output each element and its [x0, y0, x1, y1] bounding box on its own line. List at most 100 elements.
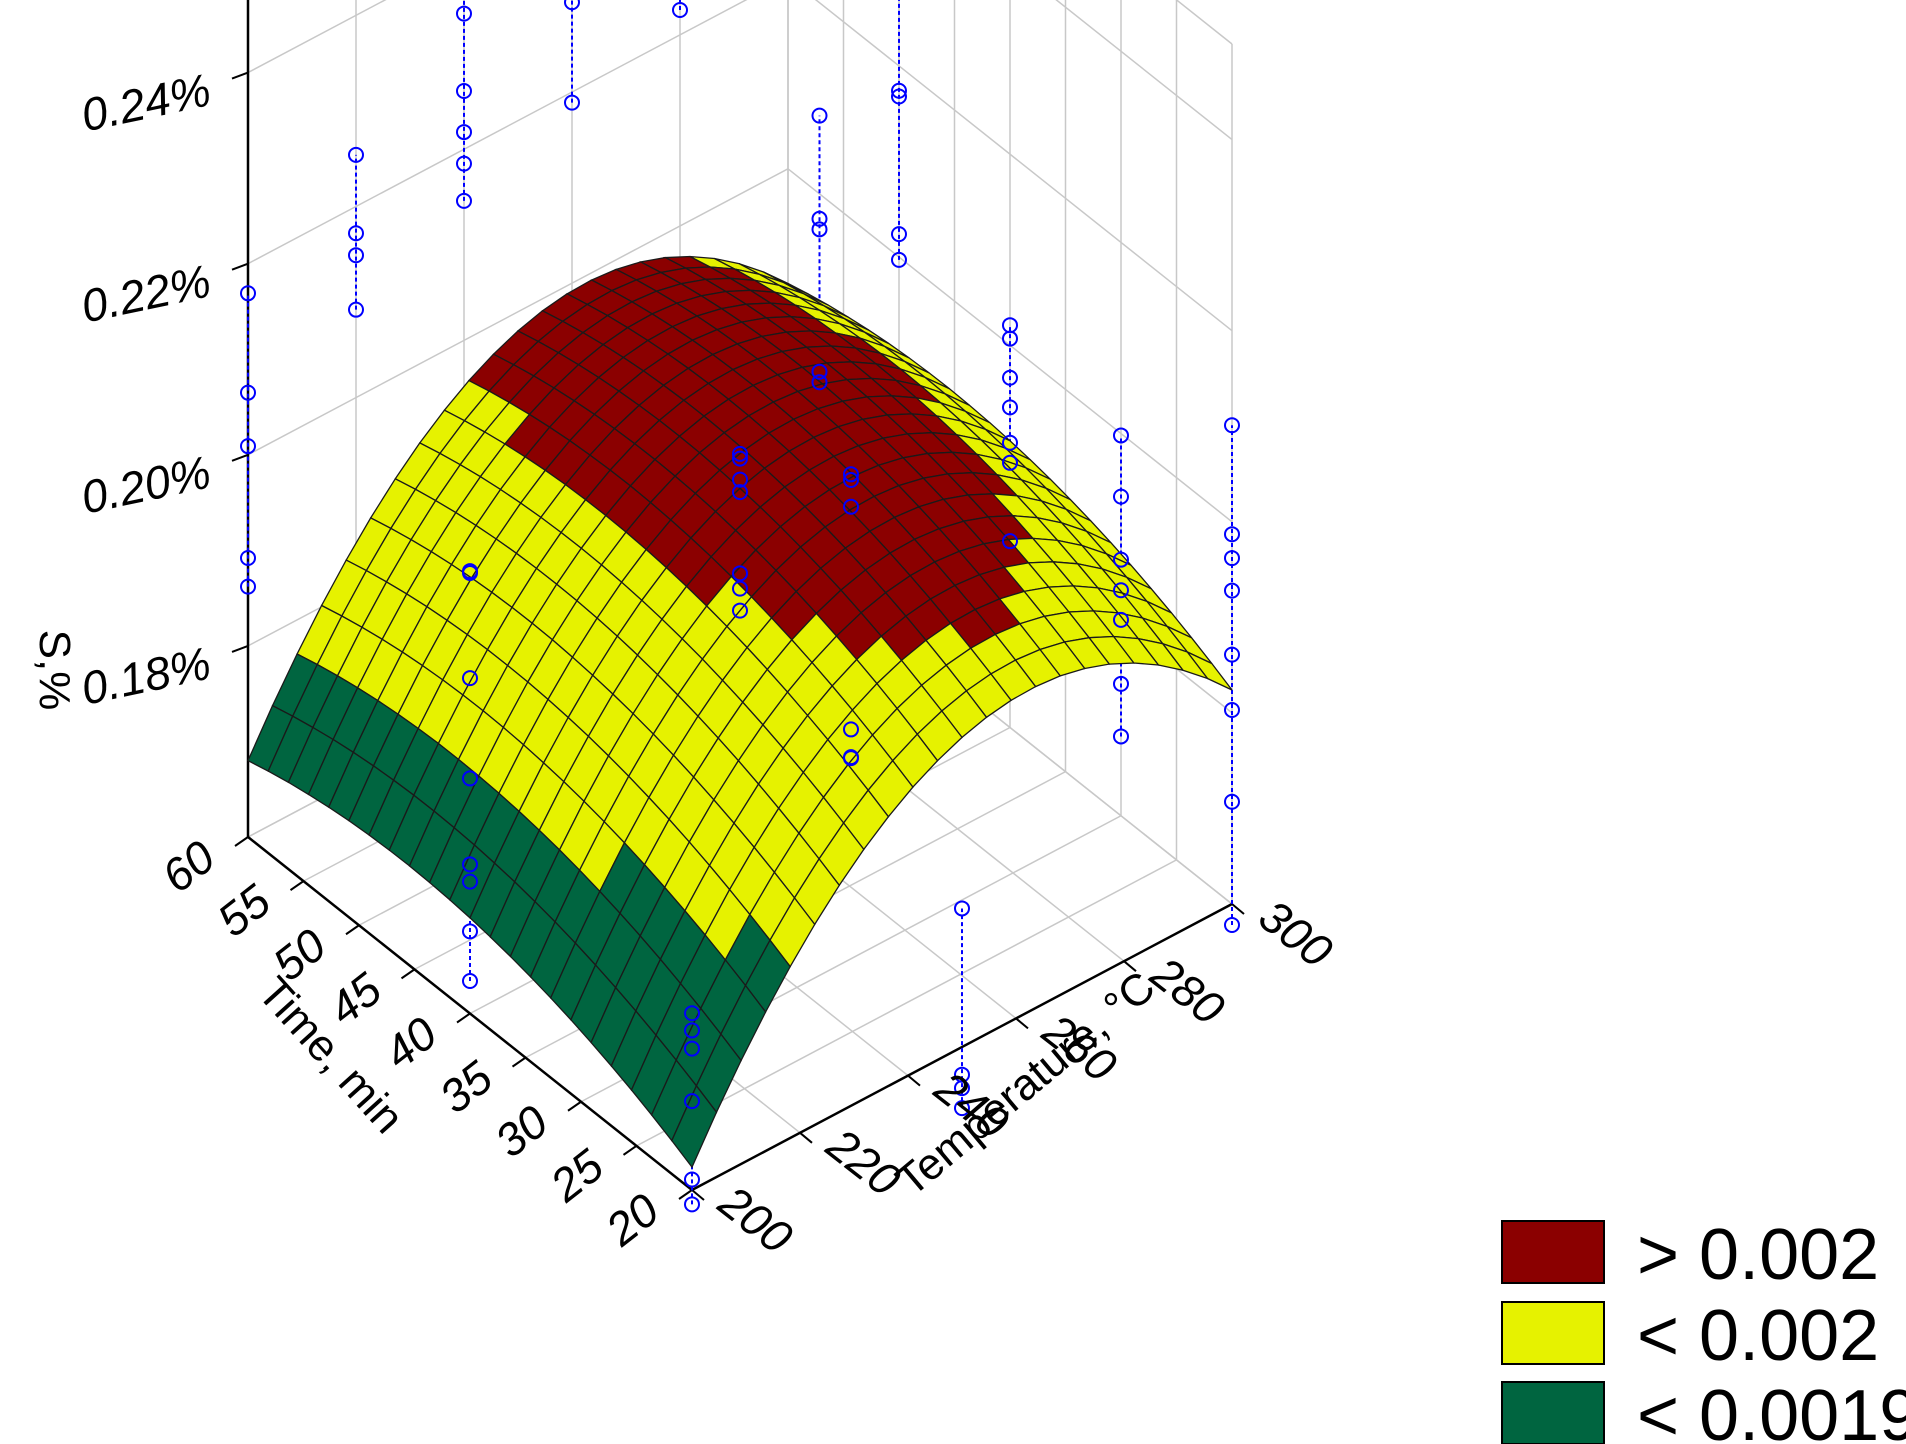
observed-point [684, 1022, 700, 1039]
observed-points [240, 0, 1240, 1213]
observed-point [684, 1196, 700, 1213]
observed-point [1224, 646, 1240, 663]
observed-point [462, 973, 478, 990]
observed-point [843, 498, 859, 515]
observed-point [1113, 728, 1129, 745]
observed-point [811, 210, 828, 227]
observed-point [1224, 582, 1240, 599]
observed-point [891, 82, 907, 99]
observed-point [684, 1171, 700, 1188]
observed-point [732, 580, 748, 597]
response-surface [247, 255, 1233, 1169]
observed-point [456, 82, 472, 99]
y-tick-label: 40 [374, 1006, 447, 1079]
observed-point [672, 2, 688, 19]
observed-point [1002, 317, 1018, 334]
y-tick-label: 25 [540, 1139, 613, 1212]
observed-point [240, 285, 256, 302]
observed-point [843, 466, 859, 483]
observed-point [1224, 526, 1240, 543]
observed-point [1113, 488, 1129, 505]
observed-point [240, 549, 256, 566]
observed-point [1224, 417, 1240, 434]
observed-point [811, 107, 828, 124]
observed-point [891, 88, 907, 105]
y-tick-label: 60 [152, 830, 225, 903]
observed-point [1113, 675, 1129, 692]
observed-point [1224, 550, 1240, 567]
observed-point [240, 578, 256, 595]
x-tick-label: 200 [709, 1175, 803, 1264]
observed-point [240, 438, 256, 455]
y-tick-label: 55 [207, 874, 280, 947]
observed-point [954, 1066, 970, 1083]
observed-point [348, 301, 364, 318]
axis-lines [231, 0, 1245, 1201]
observed-point [954, 1100, 970, 1117]
observed-point [811, 221, 828, 238]
observed-point [456, 124, 472, 141]
observed-point [732, 445, 748, 462]
observed-point [462, 563, 478, 580]
observed-point [240, 384, 256, 401]
observed-point [1002, 434, 1018, 451]
observed-point [1224, 917, 1240, 934]
observed-point [1113, 611, 1129, 628]
observed-point [732, 602, 748, 619]
observed-point [348, 146, 364, 163]
legend-label-mid: < 0.002 [1637, 1296, 1879, 1376]
observed-point [1224, 702, 1240, 719]
observed-point [843, 472, 859, 489]
observed-point [1002, 369, 1018, 386]
observed-point [462, 856, 478, 873]
z-axis-title: S,% [30, 630, 79, 711]
legend-label-low: < 0.0019 [1637, 1376, 1906, 1444]
y-tick-label: 20 [595, 1183, 668, 1256]
observed-point [1224, 793, 1240, 810]
observed-point [456, 192, 472, 209]
x-axis-title: Temperature, °C [887, 962, 1164, 1206]
legend-swatch-high [1501, 1220, 1605, 1284]
legend: > 0.002 < 0.002 < 0.0019 [1501, 1215, 1906, 1444]
observed-point [1002, 533, 1018, 550]
y-tick-label: 30 [485, 1095, 558, 1168]
observed-point [811, 363, 828, 380]
observed-point [732, 484, 748, 501]
observed-point [684, 1093, 700, 1110]
z-tick-label: 0.24% [77, 63, 215, 141]
observed-point [348, 247, 364, 264]
observed-point [456, 155, 472, 172]
x-tick-label: 300 [1250, 889, 1343, 977]
z-tick-label: 0.22% [77, 255, 215, 333]
observed-point [1113, 582, 1129, 599]
legend-swatch-low [1501, 1381, 1605, 1444]
observed-point [684, 1005, 700, 1022]
observed-point [462, 873, 478, 890]
observed-point [1002, 399, 1018, 416]
observed-point [456, 5, 472, 22]
observed-point [891, 251, 907, 268]
observed-point [348, 225, 364, 242]
observed-point [1002, 454, 1018, 471]
observed-point [1113, 551, 1129, 568]
observed-point [462, 670, 478, 687]
observed-point [732, 450, 748, 467]
observed-point [564, 0, 580, 11]
observed-point [843, 749, 859, 766]
observed-point [891, 226, 907, 243]
observed-point [564, 94, 580, 111]
observed-point [811, 374, 828, 391]
y-tick-label: 35 [429, 1051, 502, 1124]
surface-cell [671, 1084, 718, 1169]
observed-point [954, 900, 970, 917]
z-tick-label: 0.20% [77, 446, 215, 524]
z-tick-label: 0.18% [77, 637, 215, 715]
observed-point [843, 721, 859, 738]
observed-point [462, 770, 478, 787]
observed-point [462, 923, 478, 940]
legend-swatch-mid [1501, 1301, 1605, 1365]
observed-point [732, 565, 748, 582]
observed-point [684, 1040, 700, 1057]
observed-point [1113, 427, 1129, 444]
